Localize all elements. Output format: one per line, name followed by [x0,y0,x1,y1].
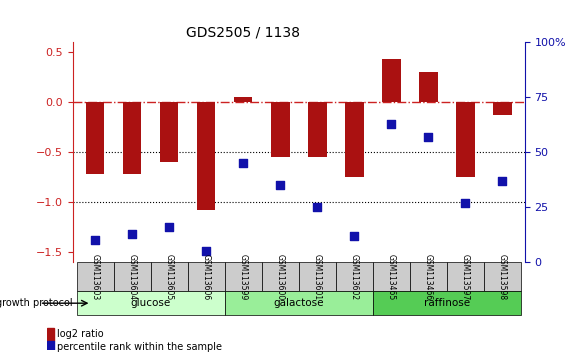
Bar [271,102,290,158]
Text: GSM113466: GSM113466 [424,254,433,300]
Text: GSM113606: GSM113606 [202,254,210,300]
FancyBboxPatch shape [76,262,114,291]
Point [276,183,285,188]
Bar [86,102,104,175]
Text: GDS2505 / 1138: GDS2505 / 1138 [186,26,300,40]
Point [238,161,248,166]
FancyBboxPatch shape [76,291,224,315]
FancyBboxPatch shape [224,262,262,291]
Text: GSM113599: GSM113599 [238,254,248,300]
FancyBboxPatch shape [447,262,484,291]
Bar [47,341,54,353]
Bar [123,102,142,175]
Text: GSM113603: GSM113603 [90,254,100,300]
Point [387,121,396,127]
Text: GSM113598: GSM113598 [498,254,507,300]
FancyBboxPatch shape [410,262,447,291]
Text: raffinose: raffinose [424,298,470,308]
Point [350,233,359,239]
Bar [234,97,252,102]
Point [90,238,100,243]
FancyBboxPatch shape [188,262,224,291]
Text: growth protocol: growth protocol [0,298,73,308]
FancyBboxPatch shape [336,262,373,291]
Bar [197,102,216,210]
Bar [456,102,475,177]
Bar [160,102,178,162]
Text: GSM113602: GSM113602 [350,254,359,300]
Point [461,200,470,206]
Point [498,178,507,184]
FancyBboxPatch shape [224,291,373,315]
FancyBboxPatch shape [373,262,410,291]
FancyBboxPatch shape [299,262,336,291]
Bar [308,102,326,158]
Text: log2 ratio: log2 ratio [57,329,103,339]
Text: GSM113597: GSM113597 [461,254,470,300]
Point [128,231,137,236]
FancyBboxPatch shape [114,262,150,291]
Point [424,134,433,140]
FancyBboxPatch shape [373,291,521,315]
Text: GSM113605: GSM113605 [164,254,174,300]
Text: GSM113600: GSM113600 [276,254,285,300]
Text: GSM113604: GSM113604 [128,254,136,300]
Text: GSM113465: GSM113465 [387,254,396,300]
Text: percentile rank within the sample: percentile rank within the sample [57,342,222,352]
Bar [345,102,364,177]
Bar [47,328,54,341]
Text: GSM113601: GSM113601 [313,254,322,300]
Bar [419,73,438,102]
FancyBboxPatch shape [150,262,188,291]
Point [202,249,211,254]
Text: glucose: glucose [131,298,171,308]
Bar [382,59,401,102]
Point [164,224,174,230]
Bar [493,102,512,115]
Point [312,205,322,210]
Text: galactose: galactose [273,298,324,308]
FancyBboxPatch shape [484,262,521,291]
FancyBboxPatch shape [262,262,299,291]
